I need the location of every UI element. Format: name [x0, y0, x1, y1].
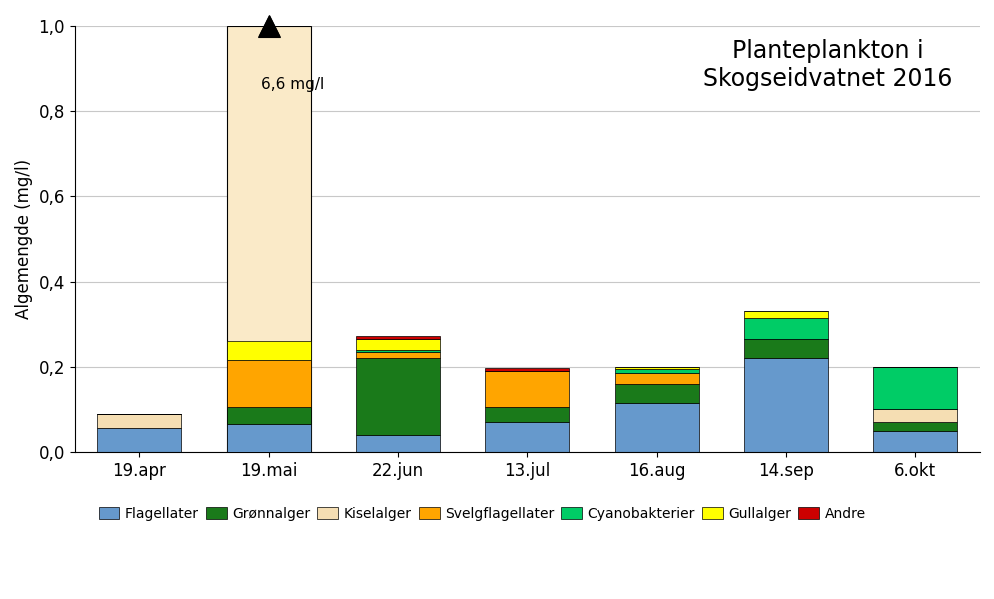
Bar [227, 407, 310, 424]
Bar [873, 422, 956, 431]
Text: 6,6 mg/l: 6,6 mg/l [260, 77, 324, 92]
Bar [614, 373, 698, 384]
Bar [227, 361, 310, 407]
Bar [356, 350, 439, 352]
Text: Planteplankton i
Skogseidvatnet 2016: Planteplankton i Skogseidvatnet 2016 [703, 39, 952, 90]
Bar [744, 318, 827, 339]
Bar [356, 358, 439, 435]
Bar [227, 26, 310, 452]
Bar [873, 367, 956, 409]
Bar [744, 311, 827, 318]
Bar [356, 336, 439, 339]
Bar [356, 352, 439, 358]
Bar [356, 339, 439, 350]
Bar [614, 384, 698, 403]
Bar [614, 369, 698, 373]
Bar [227, 341, 310, 361]
Bar [485, 422, 569, 452]
Bar [873, 409, 956, 422]
Bar [614, 367, 698, 369]
Bar [356, 435, 439, 452]
Bar [97, 428, 181, 452]
Bar [744, 339, 827, 358]
Bar [485, 368, 569, 371]
Bar [97, 413, 181, 428]
Legend: Flagellater, Grønnalger, Kiselalger, Svelgflagellater, Cyanobakterier, Gullalger: Flagellater, Grønnalger, Kiselalger, Sve… [92, 501, 871, 527]
Bar [614, 403, 698, 452]
Y-axis label: Algemengde (mg/l): Algemengde (mg/l) [15, 159, 33, 319]
Bar [485, 407, 569, 422]
Bar [485, 371, 569, 407]
Bar [873, 431, 956, 452]
Bar [227, 424, 310, 452]
Bar [744, 358, 827, 452]
